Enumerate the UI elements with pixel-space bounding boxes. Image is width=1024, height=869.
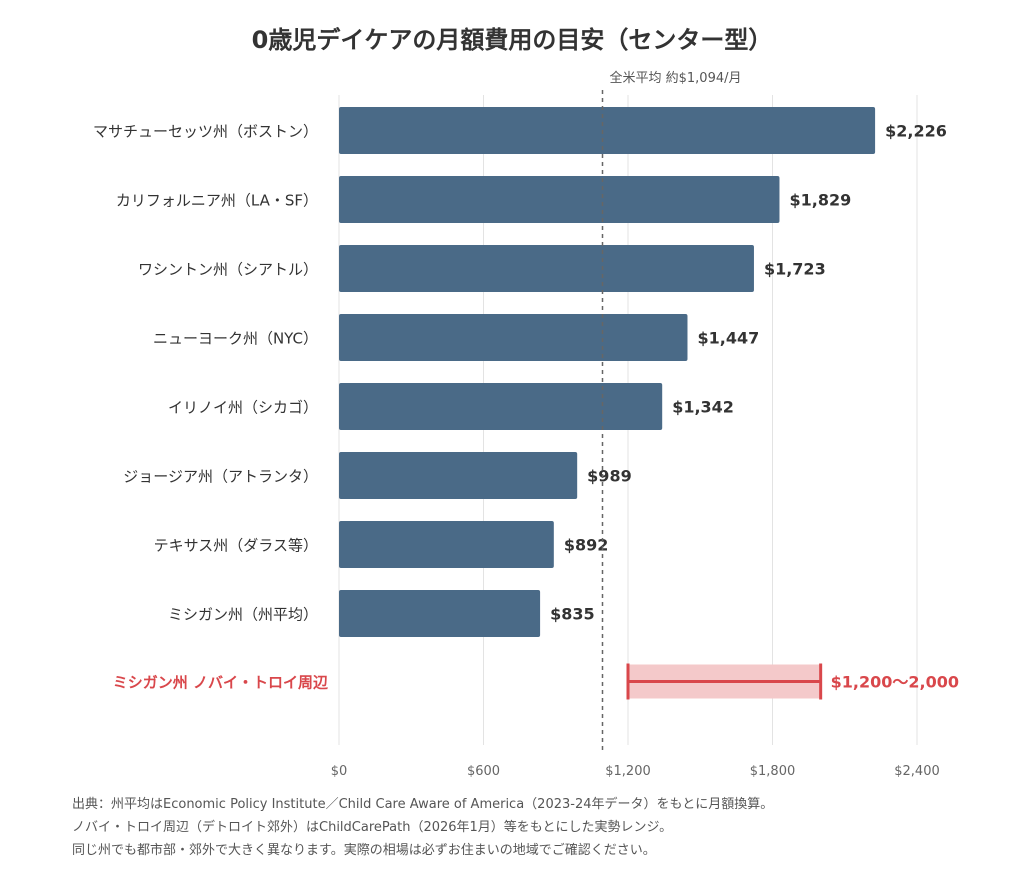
x-tick-label: $2,400 — [894, 764, 940, 779]
bar — [339, 521, 554, 568]
category-label: ジョージア州（アトランタ） — [123, 468, 318, 486]
bar-value-label: $989 — [587, 467, 632, 486]
bars: $2,226 $1,829 $1,723 $1,447 $1,342 $989 $892 $8… — [339, 107, 947, 637]
x-tick-label: $1,200 — [605, 764, 651, 779]
category-label: マサチューセッツ州（ボストン） — [93, 123, 318, 141]
source-line-2: ノバイ・トロイ周辺（デトロイト郊外）はChildCarePath（2026年1月… — [72, 820, 673, 835]
bar-value-label: $1,723 — [764, 260, 826, 279]
bar-value-label: $1,447 — [697, 329, 759, 348]
category-label: テキサス州（ダラス等） — [154, 537, 318, 555]
bar — [339, 314, 688, 361]
category-label: ミシガン州（州平均） — [168, 606, 318, 624]
range-value-label: $1,200〜2,000 — [831, 673, 959, 692]
category-label: ニューヨーク州（NYC） — [153, 330, 318, 348]
x-axis-ticks: $0 $600 $1,200 $1,800 $2,400 — [331, 764, 940, 779]
x-tick-label: $600 — [467, 764, 500, 779]
x-tick-label: $1,800 — [750, 764, 796, 779]
range-category-label: ミシガン州 ノバイ・トロイ周辺 — [113, 674, 329, 692]
category-label: イリノイ州（シカゴ） — [168, 399, 318, 417]
bar-value-label: $835 — [550, 605, 595, 624]
bar-value-label: $892 — [564, 536, 609, 555]
bar — [339, 176, 780, 223]
bar — [339, 383, 663, 430]
category-label: カリフォルニア州（LA・SF） — [116, 192, 318, 210]
chart-title: 0歳児デイケアの月額費用の目安（センター型） — [251, 26, 773, 54]
bar — [339, 245, 754, 292]
x-tick-label: $0 — [331, 764, 348, 779]
bar-value-label: $2,226 — [885, 122, 947, 141]
bar — [339, 452, 578, 499]
reference-line-label: 全米平均 約$1,094/月 — [610, 70, 742, 86]
range-item: $1,200〜2,000 — [626, 663, 959, 700]
bar-value-label: $1,829 — [789, 191, 851, 210]
category-labels: マサチューセッツ州（ボストン） カリフォルニア州（LA・SF） ワシントン州（シアト… — [93, 123, 329, 692]
source-line-1: 出典：州平均はEconomic Policy Institute／Child C… — [72, 797, 774, 812]
bar — [339, 107, 876, 154]
source-line-3: 同じ州でも都市部・郊外で大きく異なります。実際の相場は必ずお住まいの地域でご確認… — [72, 843, 656, 858]
reference-line-group: 全米平均 約$1,094/月 — [601, 70, 742, 751]
bar — [339, 590, 541, 637]
bar-value-label: $1,342 — [672, 398, 734, 417]
category-label: ワシントン州（シアトル） — [138, 261, 318, 279]
